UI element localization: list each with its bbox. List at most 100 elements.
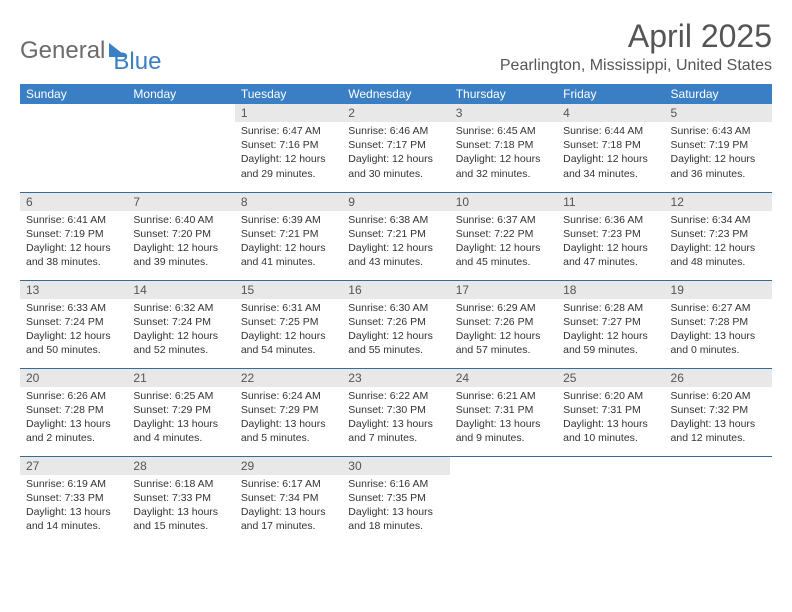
sunset-line: Sunset: 7:23 PM — [671, 227, 766, 241]
calendar-week-row: 6Sunrise: 6:41 AMSunset: 7:19 PMDaylight… — [20, 192, 772, 280]
daylight-line: Daylight: 12 hours and 36 minutes. — [671, 152, 766, 180]
sunset-line: Sunset: 7:17 PM — [348, 138, 443, 152]
day-header: Tuesday — [235, 84, 342, 104]
calendar-cell: 12Sunrise: 6:34 AMSunset: 7:23 PMDayligh… — [665, 192, 772, 280]
day-content: Sunrise: 6:43 AMSunset: 7:19 PMDaylight:… — [665, 122, 772, 187]
day-header: Friday — [557, 84, 664, 104]
day-content: Sunrise: 6:18 AMSunset: 7:33 PMDaylight:… — [127, 475, 234, 540]
day-number: 20 — [20, 369, 127, 387]
page-header: General Blue April 2025 Pearlington, Mis… — [20, 18, 772, 76]
day-content: Sunrise: 6:38 AMSunset: 7:21 PMDaylight:… — [342, 211, 449, 276]
sunset-line: Sunset: 7:20 PM — [133, 227, 228, 241]
sunset-line: Sunset: 7:25 PM — [241, 315, 336, 329]
calendar-cell: 14Sunrise: 6:32 AMSunset: 7:24 PMDayligh… — [127, 280, 234, 368]
day-number: 9 — [342, 193, 449, 211]
sunrise-line: Sunrise: 6:21 AM — [456, 389, 551, 403]
sunrise-line: Sunrise: 6:38 AM — [348, 213, 443, 227]
day-content: Sunrise: 6:16 AMSunset: 7:35 PMDaylight:… — [342, 475, 449, 540]
sunrise-line: Sunrise: 6:47 AM — [241, 124, 336, 138]
daylight-line: Daylight: 12 hours and 30 minutes. — [348, 152, 443, 180]
day-content: Sunrise: 6:39 AMSunset: 7:21 PMDaylight:… — [235, 211, 342, 276]
sunset-line: Sunset: 7:32 PM — [671, 403, 766, 417]
daylight-line: Daylight: 12 hours and 45 minutes. — [456, 241, 551, 269]
sunrise-line: Sunrise: 6:46 AM — [348, 124, 443, 138]
sunrise-line: Sunrise: 6:45 AM — [456, 124, 551, 138]
brand-part2: Blue — [113, 48, 161, 76]
calendar-cell: 15Sunrise: 6:31 AMSunset: 7:25 PMDayligh… — [235, 280, 342, 368]
sunrise-line: Sunrise: 6:34 AM — [671, 213, 766, 227]
day-number: 17 — [450, 281, 557, 299]
daylight-line: Daylight: 12 hours and 48 minutes. — [671, 241, 766, 269]
day-content: Sunrise: 6:19 AMSunset: 7:33 PMDaylight:… — [20, 475, 127, 540]
day-content: Sunrise: 6:20 AMSunset: 7:31 PMDaylight:… — [557, 387, 664, 452]
day-number: 3 — [450, 104, 557, 122]
day-number: 16 — [342, 281, 449, 299]
day-number: 24 — [450, 369, 557, 387]
sunset-line: Sunset: 7:35 PM — [348, 491, 443, 505]
sunrise-line: Sunrise: 6:29 AM — [456, 301, 551, 315]
day-content: Sunrise: 6:47 AMSunset: 7:16 PMDaylight:… — [235, 122, 342, 187]
brand-logo: General Blue — [20, 26, 161, 76]
day-number: 30 — [342, 457, 449, 475]
sunset-line: Sunset: 7:19 PM — [671, 138, 766, 152]
sunrise-line: Sunrise: 6:32 AM — [133, 301, 228, 315]
month-title: April 2025 — [500, 18, 772, 55]
day-header: Saturday — [665, 84, 772, 104]
day-header: Sunday — [20, 84, 127, 104]
calendar-cell: 16Sunrise: 6:30 AMSunset: 7:26 PMDayligh… — [342, 280, 449, 368]
day-header: Monday — [127, 84, 234, 104]
day-number: 28 — [127, 457, 234, 475]
day-number: 7 — [127, 193, 234, 211]
calendar-cell: 2Sunrise: 6:46 AMSunset: 7:17 PMDaylight… — [342, 104, 449, 192]
day-content: Sunrise: 6:28 AMSunset: 7:27 PMDaylight:… — [557, 299, 664, 364]
sunrise-line: Sunrise: 6:27 AM — [671, 301, 766, 315]
sunrise-line: Sunrise: 6:28 AM — [563, 301, 658, 315]
day-header-row: SundayMondayTuesdayWednesdayThursdayFrid… — [20, 84, 772, 104]
daylight-line: Daylight: 13 hours and 2 minutes. — [26, 417, 121, 445]
calendar-cell: .. — [450, 456, 557, 544]
day-content: Sunrise: 6:33 AMSunset: 7:24 PMDaylight:… — [20, 299, 127, 364]
calendar-cell: 17Sunrise: 6:29 AMSunset: 7:26 PMDayligh… — [450, 280, 557, 368]
calendar-cell: 18Sunrise: 6:28 AMSunset: 7:27 PMDayligh… — [557, 280, 664, 368]
sunset-line: Sunset: 7:31 PM — [456, 403, 551, 417]
calendar-cell: .. — [665, 456, 772, 544]
calendar-week-row: 20Sunrise: 6:26 AMSunset: 7:28 PMDayligh… — [20, 368, 772, 456]
calendar-cell: .. — [20, 104, 127, 192]
sunset-line: Sunset: 7:31 PM — [563, 403, 658, 417]
sunset-line: Sunset: 7:18 PM — [456, 138, 551, 152]
sunrise-line: Sunrise: 6:19 AM — [26, 477, 121, 491]
day-header: Wednesday — [342, 84, 449, 104]
calendar-cell: 11Sunrise: 6:36 AMSunset: 7:23 PMDayligh… — [557, 192, 664, 280]
calendar-week-row: 13Sunrise: 6:33 AMSunset: 7:24 PMDayligh… — [20, 280, 772, 368]
daylight-line: Daylight: 13 hours and 10 minutes. — [563, 417, 658, 445]
calendar-table: SundayMondayTuesdayWednesdayThursdayFrid… — [20, 84, 772, 544]
daylight-line: Daylight: 12 hours and 34 minutes. — [563, 152, 658, 180]
day-number: 19 — [665, 281, 772, 299]
calendar-cell: 22Sunrise: 6:24 AMSunset: 7:29 PMDayligh… — [235, 368, 342, 456]
sunset-line: Sunset: 7:34 PM — [241, 491, 336, 505]
day-content: Sunrise: 6:27 AMSunset: 7:28 PMDaylight:… — [665, 299, 772, 364]
sunset-line: Sunset: 7:16 PM — [241, 138, 336, 152]
day-number: 14 — [127, 281, 234, 299]
calendar-week-row: ....1Sunrise: 6:47 AMSunset: 7:16 PMDayl… — [20, 104, 772, 192]
day-content: Sunrise: 6:29 AMSunset: 7:26 PMDaylight:… — [450, 299, 557, 364]
sunset-line: Sunset: 7:26 PM — [456, 315, 551, 329]
sunrise-line: Sunrise: 6:26 AM — [26, 389, 121, 403]
sunrise-line: Sunrise: 6:41 AM — [26, 213, 121, 227]
sunset-line: Sunset: 7:28 PM — [26, 403, 121, 417]
daylight-line: Daylight: 12 hours and 55 minutes. — [348, 329, 443, 357]
sunset-line: Sunset: 7:26 PM — [348, 315, 443, 329]
calendar-cell: .. — [557, 456, 664, 544]
sunrise-line: Sunrise: 6:44 AM — [563, 124, 658, 138]
day-number: 27 — [20, 457, 127, 475]
day-number: 13 — [20, 281, 127, 299]
day-number: 8 — [235, 193, 342, 211]
sunrise-line: Sunrise: 6:20 AM — [563, 389, 658, 403]
day-content: Sunrise: 6:24 AMSunset: 7:29 PMDaylight:… — [235, 387, 342, 452]
daylight-line: Daylight: 13 hours and 17 minutes. — [241, 505, 336, 533]
sunrise-line: Sunrise: 6:33 AM — [26, 301, 121, 315]
sunset-line: Sunset: 7:18 PM — [563, 138, 658, 152]
calendar-cell: 4Sunrise: 6:44 AMSunset: 7:18 PMDaylight… — [557, 104, 664, 192]
calendar-cell: 1Sunrise: 6:47 AMSunset: 7:16 PMDaylight… — [235, 104, 342, 192]
day-number: 1 — [235, 104, 342, 122]
